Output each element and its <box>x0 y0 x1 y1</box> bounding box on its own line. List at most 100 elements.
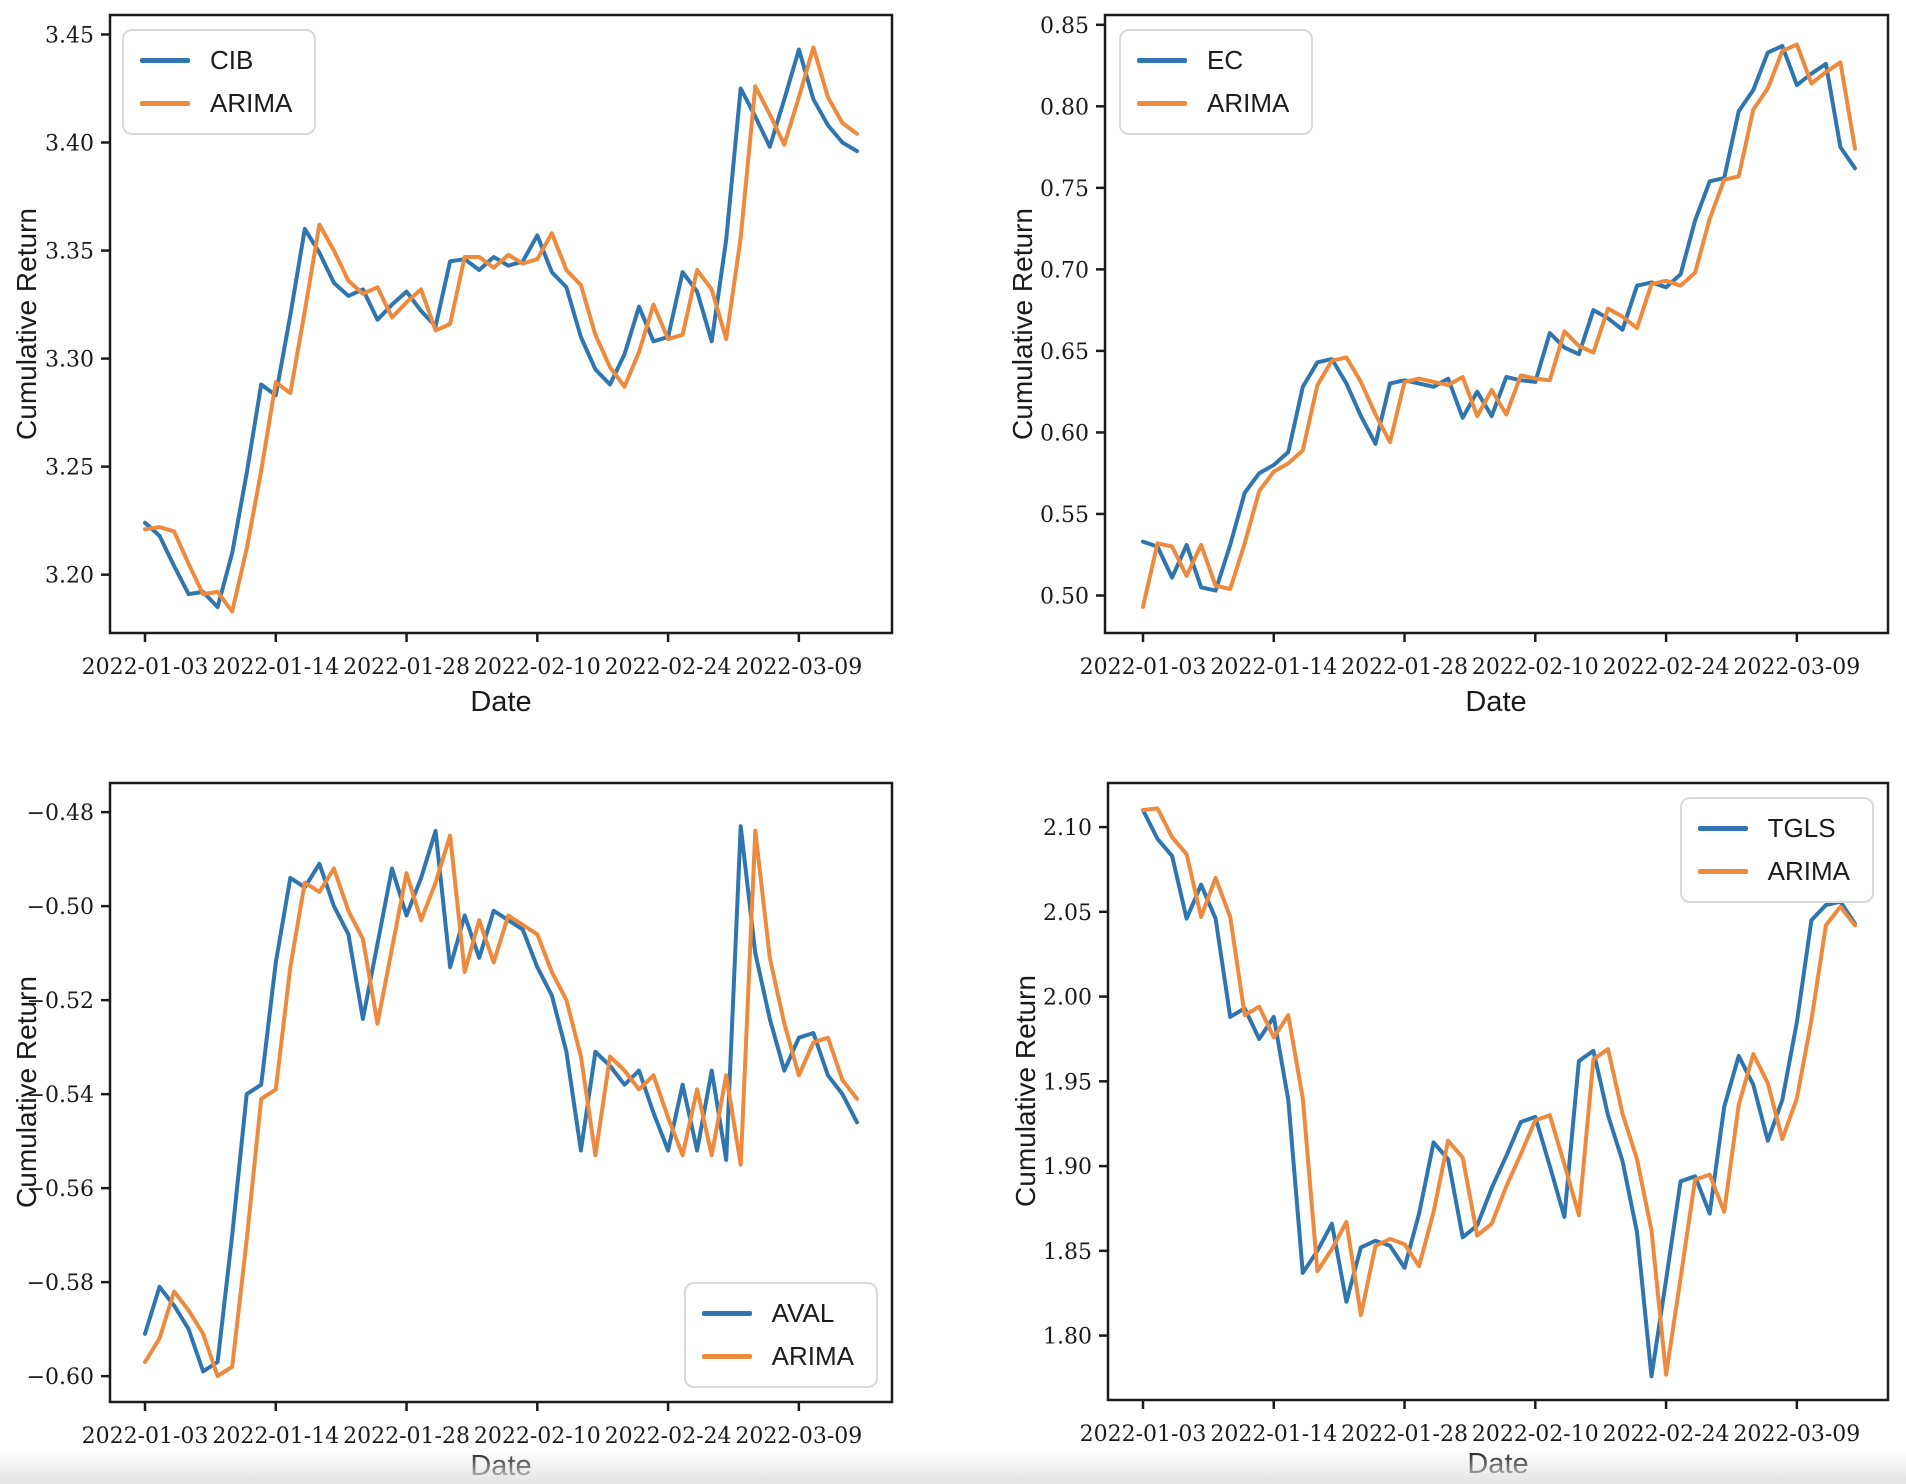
x-tick-label: 2022-02-24 <box>605 655 732 680</box>
y-axis-label: Cumulative Return <box>11 208 42 440</box>
y-tick-label: −0.60 <box>27 1365 94 1390</box>
legend-label: ARIMA <box>210 88 293 118</box>
x-tick-label: 2022-02-24 <box>1603 1422 1730 1447</box>
legend-item-arima: ARIMA <box>1697 856 1850 887</box>
y-tick-label: 1.90 <box>1043 1155 1092 1180</box>
legend-item-arima: ARIMA <box>701 1341 854 1372</box>
x-axis-label: Date <box>1465 686 1527 718</box>
plot-border <box>1106 781 1890 1402</box>
x-tick-label: 2022-03-09 <box>735 655 862 680</box>
legend-item-arima: ARIMA <box>1137 88 1289 119</box>
legend-line-sample <box>140 58 190 63</box>
legend-item-aval: AVAL <box>701 1298 854 1329</box>
plot-border <box>108 781 894 1404</box>
panel-ec: 0.50 0.55 0.60 0.65 0.70 0.75 0.80 0.85 2022-01-… <box>953 0 1906 742</box>
y-tick-label: 2.00 <box>1043 986 1092 1011</box>
legend-item-ec: EC <box>1137 45 1289 76</box>
legend-label: ARIMA <box>1767 856 1850 886</box>
y-tick-label: 0.50 <box>1040 584 1089 609</box>
x-tick-label: 2022-01-03 <box>1080 655 1207 680</box>
y-tick-label: −0.56 <box>27 1177 94 1202</box>
legend-line-sample <box>1697 826 1748 831</box>
x-tick-label: 2022-01-03 <box>82 655 209 680</box>
y-tick-label: −0.58 <box>27 1271 94 1296</box>
panel-tgls: 1.80 1.85 1.90 1.95 2.00 2.05 2.10 2022-01-03 20… <box>953 742 1906 1484</box>
x-tick-label: 2022-02-10 <box>1472 655 1599 680</box>
y-tick-label: 0.75 <box>1040 177 1089 202</box>
y-tick-label: 2.10 <box>1043 816 1092 841</box>
legend-label: TGLS <box>1767 813 1836 843</box>
y-tick-label: 3.40 <box>45 131 94 156</box>
y-tick-label: 0.85 <box>1040 14 1089 39</box>
x-tick-label: 2022-01-28 <box>1341 1422 1468 1447</box>
y-axis-label: Cumulative Return <box>1010 975 1041 1207</box>
y-tick-label: 2.05 <box>1043 901 1092 926</box>
legend-label: CIB <box>210 45 254 75</box>
y-tick-label: 3.30 <box>45 348 94 373</box>
y-tick-label: 3.20 <box>45 564 94 589</box>
y-tick-label: 0.60 <box>1040 421 1089 446</box>
legend-label: ARIMA <box>1207 88 1290 118</box>
x-tick-label: 2022-01-14 <box>212 655 339 680</box>
legend-line-sample <box>1697 869 1748 874</box>
y-tick-label: 3.35 <box>45 240 94 265</box>
y-axis-label: Cumulative Return <box>1007 208 1038 440</box>
plot-border <box>1103 13 1890 635</box>
series-line-ec <box>1141 44 1857 593</box>
x-axis-label: Date <box>470 686 532 718</box>
legend: CIB ARIMA <box>122 29 317 135</box>
y-tick-label: −0.48 <box>27 801 94 826</box>
x-tick-label: 2022-02-24 <box>605 1424 732 1449</box>
legend-item-arima: ARIMA <box>140 88 292 119</box>
x-axis-label: Date <box>1467 1448 1529 1480</box>
legend-item-cib: CIB <box>140 45 292 76</box>
series-line-aval <box>143 824 859 1374</box>
series-line-arima <box>143 828 859 1379</box>
plot-border <box>108 13 894 635</box>
x-tick-label: 2022-03-09 <box>1733 1422 1860 1447</box>
legend: EC ARIMA <box>1119 29 1314 135</box>
y-tick-label: 3.45 <box>45 23 94 48</box>
y-tick-label: 0.55 <box>1040 503 1089 528</box>
y-tick-label: 0.70 <box>1040 258 1089 283</box>
series-line-tgls <box>1141 808 1857 1379</box>
y-tick-label: 1.95 <box>1043 1070 1092 1095</box>
x-tick-label: 2022-01-03 <box>82 1424 209 1449</box>
legend-line-sample <box>1137 101 1187 106</box>
legend-label: AVAL <box>771 1298 835 1328</box>
x-tick-label: 2022-03-09 <box>735 1424 862 1449</box>
ec-plot-area: 0.50 0.55 0.60 0.65 0.70 0.75 0.80 0.85 2022-01-… <box>1040 13 1890 680</box>
y-tick-label: 1.80 <box>1043 1325 1092 1350</box>
legend-line-sample <box>1137 58 1187 63</box>
legend-line-sample <box>140 101 190 106</box>
x-tick-label: 2022-01-03 <box>1080 1422 1207 1447</box>
legend-line-sample <box>701 1354 752 1359</box>
series-line-arima <box>1141 806 1857 1377</box>
aval-plot-area: −0.60 −0.58 −0.56 −0.54 −0.52 −0.50 −0.48 2022-… <box>27 781 894 1449</box>
series-line-arima <box>1141 42 1857 609</box>
x-tick-label: 2022-01-14 <box>1210 655 1337 680</box>
x-tick-label: 2022-02-10 <box>1472 1422 1599 1447</box>
x-tick-label: 2022-02-24 <box>1603 655 1730 680</box>
x-tick-label: 2022-01-28 <box>343 655 470 680</box>
legend-label: EC <box>1207 45 1244 75</box>
panel-cib: 3.20 3.25 3.30 3.35 3.40 3.45 2022-01-03 2022-0… <box>0 0 953 742</box>
x-tick-label: 2022-01-14 <box>212 1424 339 1449</box>
y-tick-label: 0.80 <box>1040 95 1089 120</box>
y-tick-label: 1.85 <box>1043 1240 1092 1265</box>
x-tick-label: 2022-01-14 <box>1210 1422 1337 1447</box>
legend-item-tgls: TGLS <box>1697 813 1850 844</box>
x-tick-label: 2022-02-10 <box>474 1424 601 1449</box>
x-tick-label: 2022-03-09 <box>1733 655 1860 680</box>
y-tick-label: −0.54 <box>27 1083 94 1108</box>
y-axis-label: Cumulative Return <box>11 976 42 1208</box>
x-axis-label: Date <box>470 1450 532 1482</box>
legend-label: ARIMA <box>771 1341 854 1371</box>
x-tick-label: 2022-01-28 <box>1341 655 1468 680</box>
legend: TGLS ARIMA <box>1679 797 1874 903</box>
y-tick-label: −0.50 <box>27 895 94 920</box>
panel-aval: −0.60 −0.58 −0.56 −0.54 −0.52 −0.50 −0.48 2022-… <box>0 742 953 1484</box>
